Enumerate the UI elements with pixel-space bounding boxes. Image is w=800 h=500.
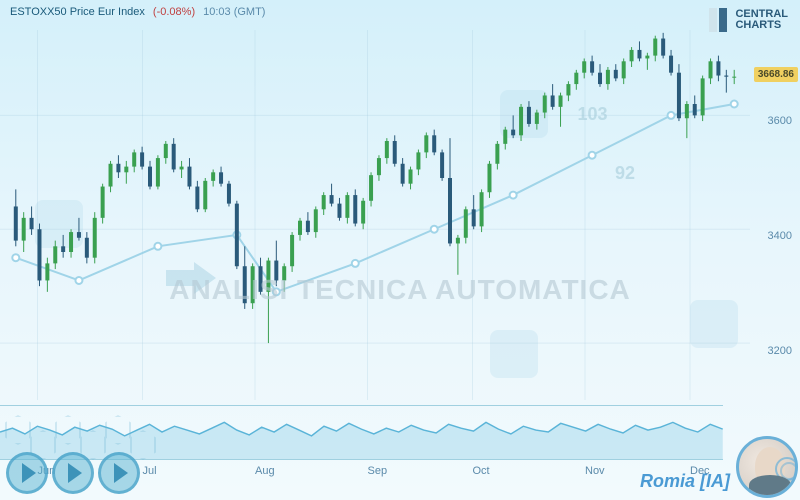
x-tick: Aug [255,465,275,477]
x-tick: Sep [368,465,388,477]
logo-icon [709,8,729,32]
nav-forward-button-2[interactable] [52,452,94,494]
nav-forward-button-3[interactable] [98,452,140,494]
watermark-text: ANALISI TECNICA AUTOMATICA [169,274,631,306]
current-price-tag: 3668.86 [754,67,798,82]
y-tick: 3200 [768,345,792,357]
watermark-number: 92 [615,163,635,184]
y-axis: 3600 3400 3200 [750,30,800,400]
x-tick: Oct [473,465,490,477]
x-tick: Jul [143,465,157,477]
x-tick: Nov [585,465,605,477]
chart-header: ESTOXX50 Price Eur Index (-0.08%) 10:03 … [0,0,800,24]
y-tick: 3400 [768,230,792,242]
navigation-buttons [6,452,140,494]
price-change: (-0.08%) [153,6,195,18]
centralcharts-logo: CENTRALCHARTS [709,8,788,32]
instrument-title: ESTOXX50 Price Eur Index [10,6,145,18]
watermark-number: 103 [578,104,608,125]
romia-label: Romia [IA] [640,471,730,492]
y-tick: 3600 [768,115,792,127]
candlestick-chart [0,30,750,400]
nav-forward-button-1[interactable] [6,452,48,494]
timestamp: 10:03 (GMT) [203,6,265,18]
avatar-icon[interactable] [736,436,798,498]
logo-text: CENTRALCHARTS [735,9,788,31]
